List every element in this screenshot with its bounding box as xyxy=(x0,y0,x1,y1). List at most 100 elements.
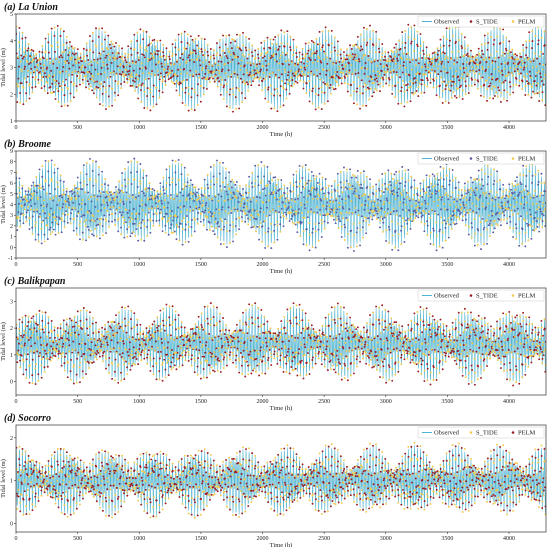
data-point xyxy=(512,184,515,187)
data-point xyxy=(67,197,70,200)
data-point xyxy=(147,211,150,214)
data-point xyxy=(536,57,538,60)
data-point xyxy=(354,53,356,56)
data-point xyxy=(336,208,339,211)
data-point xyxy=(188,193,191,196)
data-point xyxy=(382,328,385,331)
data-point xyxy=(324,186,327,189)
data-point xyxy=(532,57,535,60)
data-point xyxy=(373,210,376,213)
data-point xyxy=(87,228,90,231)
data-point xyxy=(509,93,511,96)
data-point xyxy=(347,232,350,235)
data-point xyxy=(328,76,331,79)
data-point xyxy=(543,327,546,330)
data-point xyxy=(81,82,84,85)
data-point xyxy=(417,86,420,89)
data-point xyxy=(387,364,390,367)
data-point xyxy=(339,53,342,56)
data-point xyxy=(323,102,326,105)
data-point xyxy=(277,69,280,72)
data-point xyxy=(481,205,484,208)
data-point xyxy=(234,183,237,186)
data-point xyxy=(79,381,81,384)
data-point xyxy=(21,37,24,40)
data-point xyxy=(379,90,381,93)
data-point xyxy=(447,101,450,104)
data-point xyxy=(164,199,166,202)
data-point xyxy=(55,57,58,60)
data-point xyxy=(170,361,173,364)
data-point xyxy=(70,319,73,322)
data-point xyxy=(294,80,297,83)
data-point xyxy=(359,360,361,363)
data-point xyxy=(468,337,471,340)
data-point xyxy=(34,76,37,78)
data-point xyxy=(339,362,342,365)
data-point xyxy=(344,186,347,189)
data-point xyxy=(419,207,421,209)
data-point xyxy=(223,356,226,359)
data-point xyxy=(425,54,428,57)
data-point xyxy=(534,346,537,349)
data-point xyxy=(73,217,76,220)
data-point xyxy=(390,184,393,187)
data-point xyxy=(386,68,389,71)
data-point xyxy=(413,179,416,182)
data-point xyxy=(177,206,180,209)
series-observed xyxy=(16,24,546,110)
data-point xyxy=(270,247,273,250)
data-point xyxy=(71,351,74,354)
data-point xyxy=(248,353,251,356)
data-point xyxy=(141,72,144,75)
data-point xyxy=(165,182,168,184)
data-point xyxy=(406,83,409,86)
data-point xyxy=(37,373,40,376)
data-point xyxy=(494,219,496,222)
data-point xyxy=(302,216,305,219)
data-point xyxy=(222,181,225,184)
data-point xyxy=(455,326,457,329)
data-point xyxy=(235,33,238,36)
data-point xyxy=(367,55,370,57)
data-point xyxy=(387,60,389,63)
data-point xyxy=(107,220,110,223)
data-point xyxy=(110,191,113,193)
data-point xyxy=(210,76,213,79)
data-point xyxy=(426,367,429,370)
data-point xyxy=(152,224,155,227)
data-point xyxy=(465,218,467,221)
data-point xyxy=(186,78,188,81)
data-point xyxy=(410,329,413,332)
x-tick-label: 1500 xyxy=(195,262,207,268)
data-point xyxy=(495,191,498,194)
data-point xyxy=(136,217,139,220)
data-point xyxy=(44,159,47,162)
data-point xyxy=(405,73,408,76)
data-point xyxy=(286,74,289,77)
data-point xyxy=(246,332,249,335)
y-tick-label: 9 xyxy=(10,149,13,155)
data-point xyxy=(308,249,311,252)
data-point xyxy=(199,100,202,103)
data-point xyxy=(404,66,407,69)
data-point xyxy=(61,193,64,196)
data-point xyxy=(57,232,60,235)
data-point xyxy=(145,343,147,346)
data-point xyxy=(136,51,139,54)
data-point xyxy=(136,39,139,42)
data-point xyxy=(538,230,541,233)
data-point xyxy=(118,180,120,183)
data-point xyxy=(355,231,358,234)
data-point xyxy=(509,188,512,191)
data-point xyxy=(34,85,37,88)
data-point xyxy=(447,341,450,344)
y-tick-label: 4 xyxy=(10,39,13,45)
data-point xyxy=(297,194,300,197)
data-point xyxy=(417,370,420,373)
data-point xyxy=(208,221,211,224)
data-point xyxy=(79,74,82,77)
data-point xyxy=(489,350,492,353)
data-point xyxy=(376,198,379,201)
data-point xyxy=(364,83,367,86)
